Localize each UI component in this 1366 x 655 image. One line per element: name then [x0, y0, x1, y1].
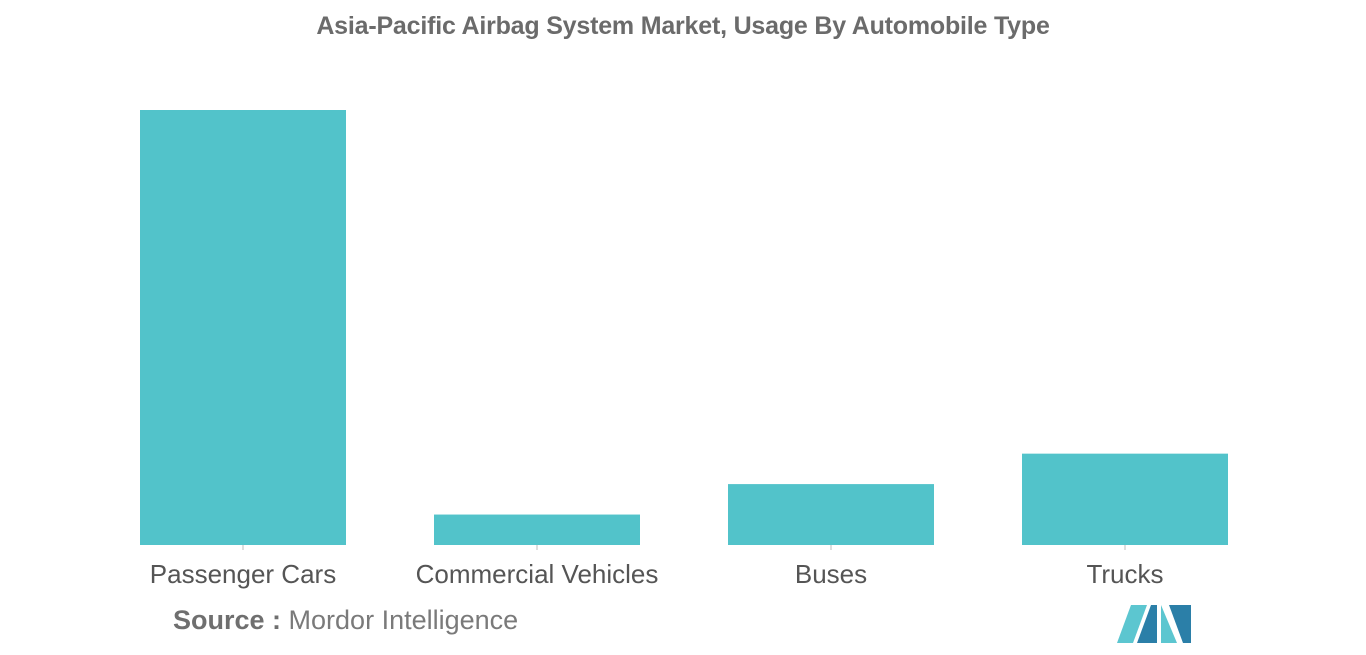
x-tick-label: Buses	[795, 559, 867, 589]
bar-chart: Passenger Cars Commercial Vehicles Buses Tr…	[140, 110, 1228, 589]
source-text: Mordor Intelligence	[288, 605, 519, 635]
mordor-intelligence-logo-icon	[1117, 605, 1191, 643]
x-tick-label: Trucks	[1086, 559, 1163, 589]
chart-title: Asia-Pacific Airbag System Market, Usage…	[316, 12, 1050, 40]
bar-trucks	[1022, 453, 1228, 545]
x-tick-label: Commercial Vehicles	[416, 559, 659, 589]
x-tick-label: Passenger Cars	[150, 559, 336, 589]
bar-buses	[728, 484, 934, 545]
source-note: Source : Mordor Intelligence	[173, 605, 518, 636]
bar-passenger-cars	[140, 110, 346, 545]
source-label: Source :	[173, 605, 282, 635]
bar-commercial-vehicles	[434, 514, 640, 545]
